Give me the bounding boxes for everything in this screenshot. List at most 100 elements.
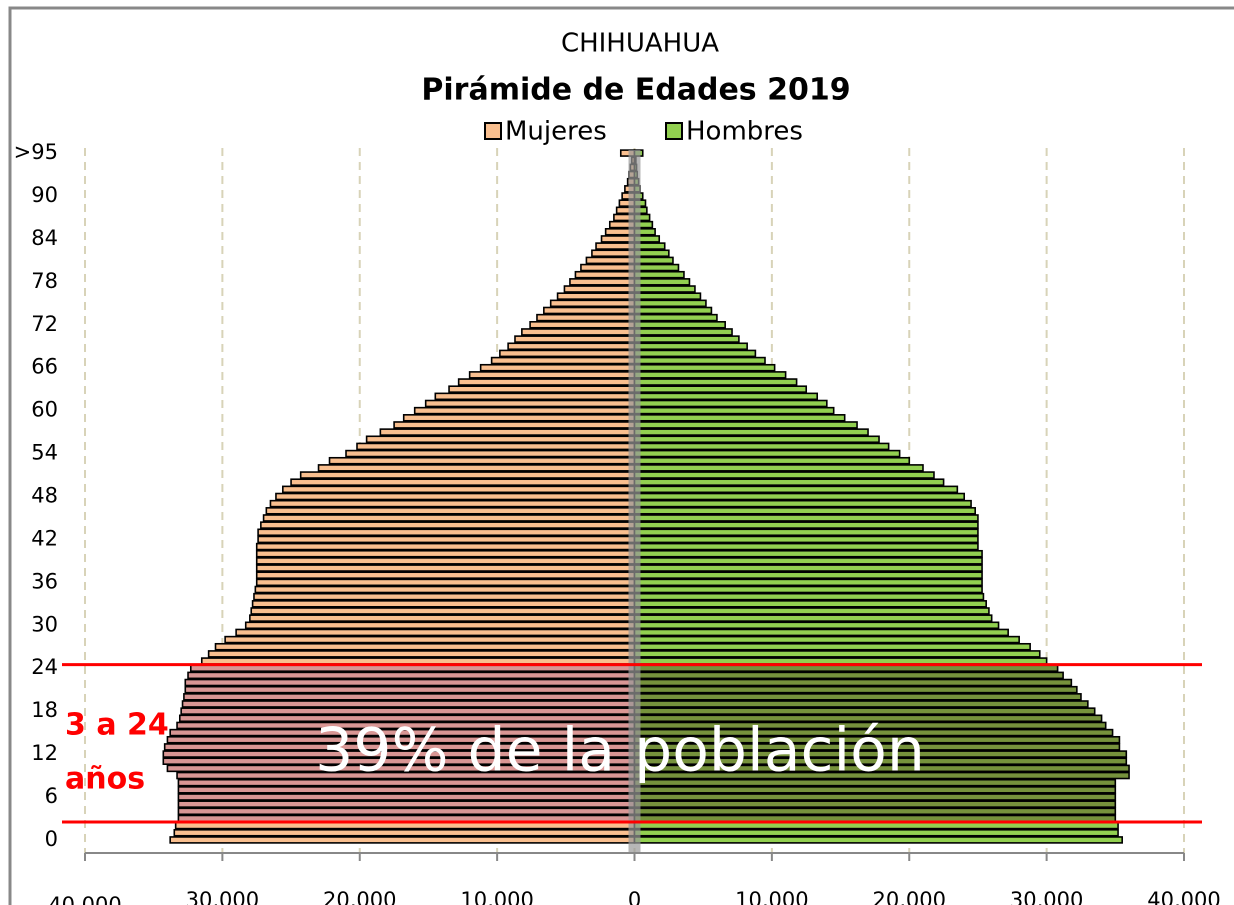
bar	[633, 385, 808, 393]
bar	[633, 363, 776, 372]
bar	[633, 471, 935, 479]
bar	[177, 793, 636, 801]
bar	[633, 671, 1064, 680]
bar	[379, 428, 636, 436]
bar	[507, 342, 636, 351]
bar	[633, 642, 1031, 651]
bar	[187, 671, 636, 680]
bar	[345, 449, 636, 458]
bar	[633, 414, 846, 422]
bar	[633, 786, 1117, 794]
bar	[633, 693, 1082, 701]
annotation: 39% de la población	[315, 716, 925, 786]
bar	[633, 435, 880, 444]
bar	[177, 800, 636, 808]
bar	[250, 607, 636, 615]
bar	[633, 549, 983, 558]
bar	[529, 321, 636, 329]
bar	[574, 270, 636, 279]
bar	[365, 435, 636, 444]
y-tick-label: 66	[31, 355, 58, 379]
bar	[633, 299, 707, 308]
bar	[413, 406, 636, 415]
bar	[633, 514, 979, 522]
bar	[633, 528, 979, 537]
bar	[633, 499, 972, 508]
bar	[536, 313, 636, 322]
y-tick-label: 78	[31, 269, 58, 293]
x-tick-label: 0	[628, 888, 641, 905]
legend-swatch	[665, 122, 683, 140]
x-tick-label: 20,000	[323, 888, 396, 905]
bar	[633, 399, 828, 408]
bar	[633, 592, 985, 601]
x-tick-label: 20,000	[873, 888, 946, 905]
bar	[499, 349, 636, 358]
bar	[249, 614, 636, 622]
bar	[633, 628, 1009, 637]
bar	[633, 328, 733, 336]
bar	[207, 650, 636, 658]
bar	[262, 514, 636, 522]
bar	[184, 678, 636, 687]
bar	[569, 278, 636, 286]
bar	[633, 585, 983, 594]
bar	[177, 786, 636, 794]
bar	[257, 535, 636, 544]
legend-swatch	[484, 122, 502, 140]
bar	[633, 685, 1078, 694]
bar	[633, 449, 901, 458]
bar	[434, 392, 636, 401]
bar	[282, 485, 636, 494]
bar	[633, 356, 766, 365]
legend-label: Mujeres	[505, 117, 607, 147]
x-tick-label: 10,000	[460, 888, 533, 905]
x-tick-label: 40,000	[1147, 888, 1220, 905]
x-tick-label: 30,000	[1010, 888, 1083, 905]
bar	[214, 642, 636, 651]
bar	[255, 578, 636, 587]
bar	[633, 406, 835, 415]
bar	[543, 306, 636, 315]
bar	[235, 628, 636, 637]
bar	[633, 478, 945, 486]
bar	[448, 385, 636, 393]
bar	[255, 549, 636, 558]
x-tick-label: 30,000	[186, 888, 259, 905]
bar	[290, 478, 636, 486]
bar	[169, 836, 636, 844]
y-tick-label: 72	[31, 312, 58, 336]
bar	[181, 700, 636, 708]
bar	[633, 542, 979, 551]
bar	[633, 607, 990, 615]
bar	[251, 600, 636, 608]
bar	[633, 535, 979, 544]
bar	[633, 836, 1123, 844]
bar	[257, 528, 636, 537]
bar	[633, 371, 787, 379]
bar	[633, 621, 1000, 630]
bar	[633, 485, 959, 494]
bar	[183, 693, 636, 701]
bar	[633, 700, 1089, 708]
bar	[255, 571, 636, 579]
bar	[255, 542, 636, 551]
chart-title: Pirámide de Edades 2019	[421, 73, 850, 108]
bar	[479, 363, 636, 372]
x-tick-label: 10,000	[735, 888, 808, 905]
bar	[633, 263, 680, 272]
bar	[514, 335, 636, 343]
bar	[254, 585, 636, 594]
bar	[180, 707, 636, 715]
bar	[633, 313, 718, 322]
bar	[633, 278, 691, 286]
bar	[563, 285, 636, 293]
bar	[633, 270, 685, 279]
bar	[633, 600, 987, 608]
bar	[556, 292, 636, 300]
bar	[633, 442, 890, 451]
bar	[177, 807, 636, 816]
bar	[633, 349, 757, 358]
bar	[457, 378, 636, 386]
